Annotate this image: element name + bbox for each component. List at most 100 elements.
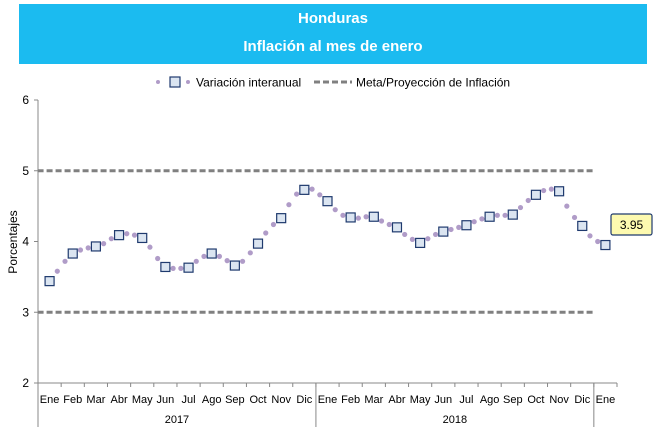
data-point-marker [229,260,240,271]
data-point-marker [484,211,495,222]
data-point-marker [391,222,403,233]
data-point-marker [415,237,426,249]
series-dot [54,268,60,274]
series-dot [201,253,207,259]
series-dot [147,244,153,250]
data-point-marker [577,220,588,232]
series-dot [286,202,292,208]
x-tick-label: Oct [249,394,266,406]
y-tick-label: 2 [22,376,29,390]
legend-dot-left [156,80,160,84]
series-dot [247,250,253,256]
series-dot [178,265,184,271]
series-dot [409,236,416,242]
series-dot [108,236,114,242]
series-dot [548,186,554,192]
series-dot [317,192,323,198]
chart-subtitle: Inflación al mes de enero [243,38,423,55]
data-point-marker [252,238,264,249]
data-point-marker [299,184,310,195]
x-tick-label: Abr [110,394,127,406]
x-tick-label: Ago [202,394,222,406]
x-tick-label: Jul [182,394,196,406]
legend-marker-icon [169,76,181,88]
data-point-marker [113,230,125,241]
series-dot [587,233,593,239]
data-point-marker [461,220,472,231]
series-dot [502,212,508,218]
series-dot [355,215,361,221]
series-dot [494,212,500,218]
series-dot [85,245,91,251]
legend-label-variacion: Variación interanual [196,76,301,90]
x-tick-label: Dic [296,394,312,406]
y-tick-label: 6 [22,93,29,107]
x-tick-label: Mar [364,394,383,406]
data-point-marker [67,248,78,259]
series-dot [294,191,300,197]
x-tick-label: Nov [271,394,291,406]
data-point-marker [345,212,356,223]
series-dot [131,232,138,238]
data-point-marker [90,241,102,252]
legend-label-meta: Meta/Proyección de Inflación [356,76,510,90]
series-dot [402,231,408,238]
x-tick-label: Ene [596,394,616,406]
series-dot [571,214,578,221]
series-dot [386,221,392,228]
series-dot [363,214,369,220]
inflation-chart: Variación interanual Meta/Proyección de … [6,76,653,427]
data-point-marker [160,261,171,273]
x-tick-label: Feb [341,394,360,406]
series-dot [425,236,431,242]
data-point-marker [183,262,194,273]
year-label: 2017 [165,414,189,426]
series-dot [471,219,477,225]
x-tick-label: Jun [434,394,452,406]
x-tick-label: Abr [388,394,405,406]
data-point-marker [137,232,148,244]
series-dot [193,258,199,264]
y-tick-label: 3 [22,305,29,319]
data-point-marker [206,248,217,259]
data-point-marker [530,189,542,200]
x-tick-label: Jul [459,394,473,406]
series-dot [541,187,547,194]
data-point-marker [507,209,518,220]
series-dot [595,238,601,245]
legend-dot-right [186,80,190,84]
x-tick-label: Sep [503,394,523,406]
y-tick-label: 5 [22,164,29,178]
series-dot [479,216,485,222]
series-dot [448,226,454,233]
x-tick-label: Nov [549,394,569,406]
series-dot [170,265,176,271]
x-tick-label: Feb [63,394,82,406]
series-dot [309,186,315,192]
series-dot [263,230,269,236]
x-tick-label: Ago [480,394,500,406]
data-point-marker [553,186,565,197]
x-tick-label: Dic [574,394,590,406]
legend: Variación interanual Meta/Proyección de … [156,76,510,90]
data-point-marker [368,211,379,222]
series-dot [432,231,439,238]
x-tick-label: May [132,394,153,406]
series-dot [378,218,385,224]
series-dot [62,258,68,264]
series-dot [124,231,130,237]
y-tick-label: 4 [22,235,29,249]
data-point-marker [276,213,287,224]
data-point-marker [322,196,333,207]
x-tick-label: Oct [527,394,544,406]
x-tick-label: Mar [86,394,105,406]
callout-value: 3.95 [620,218,644,232]
series-dot [239,258,246,264]
x-tick-label: Jun [157,394,175,406]
series-dot [216,253,223,259]
x-tick-label: Ene [40,394,60,406]
series-dot [456,224,462,230]
data-point-marker [44,276,55,287]
chart-header: Honduras Inflación al mes de enero [19,4,647,64]
